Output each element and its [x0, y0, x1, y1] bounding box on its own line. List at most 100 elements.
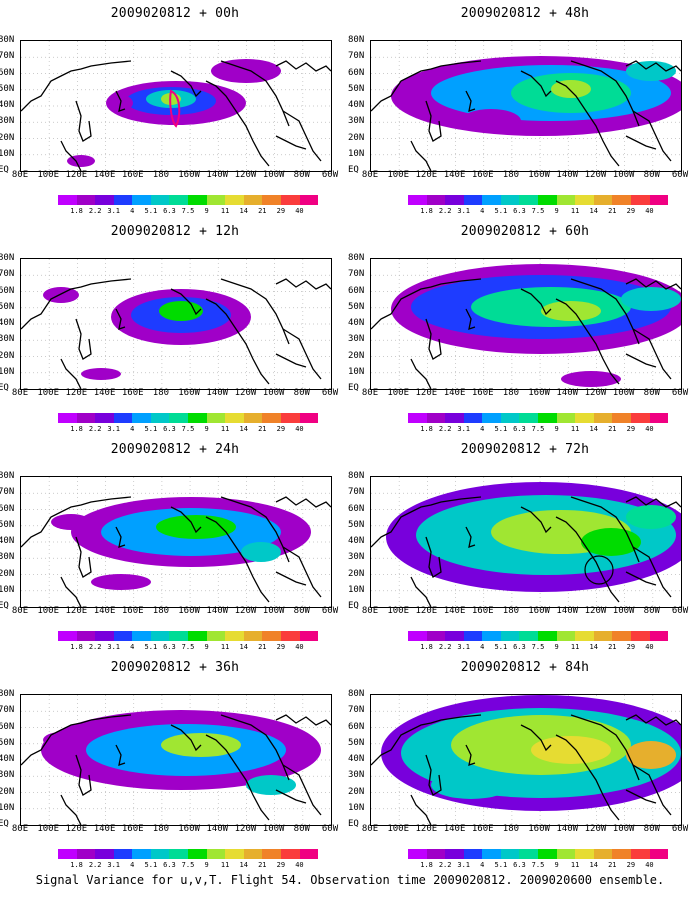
colorbar-swatch — [76, 413, 96, 423]
lon-tick-label: 160W — [178, 170, 200, 180]
lon-tick-label: 80W — [293, 824, 310, 834]
lon-tick-label: 120W — [584, 170, 607, 180]
lat-tick-label: 10N — [0, 148, 15, 159]
lon-tick-label: 80E — [11, 388, 29, 398]
colorbar-label: 5.1 — [144, 861, 158, 869]
colorbar-label: 9 — [204, 861, 209, 869]
lat-tick-label: 80N — [348, 253, 365, 263]
colorbar-label: 29 — [626, 207, 636, 215]
colorbar-swatch — [538, 631, 557, 641]
lon-tick-label: 120W — [234, 606, 257, 616]
colorbar-swatch — [76, 195, 96, 205]
colorbar-label: 14 — [589, 207, 598, 215]
lat-tick-label: 30N — [348, 770, 365, 781]
lon-tick-label: 120E — [65, 606, 88, 616]
colorbar-swatch — [593, 413, 613, 423]
colorbar-swatch — [649, 849, 669, 859]
colorbar-swatch — [150, 849, 170, 859]
colorbar-swatch — [482, 413, 501, 423]
map-panel: 2009020812 + 36h 80N 70N 60N 50N 40N 30N 20N 10N… — [0, 654, 350, 872]
lat-tick-label: 60N — [348, 503, 365, 514]
lon-tick-label: 120E — [65, 388, 88, 398]
lon-tick-label: 100W — [262, 170, 285, 180]
lon-tick-label: 80E — [361, 388, 379, 398]
lat-tick-label: 50N — [348, 519, 365, 530]
colorbar-swatch — [299, 631, 319, 641]
lat-tick-label: 30N — [348, 116, 365, 127]
colorbar-swatch — [538, 195, 557, 205]
colorbar — [58, 413, 319, 423]
colorbar-swatch — [150, 631, 170, 641]
lon-tick-label: 160W — [528, 824, 550, 834]
colorbar-swatch — [463, 413, 483, 423]
colorbar-swatch — [500, 413, 520, 423]
colorbar-label: 1.8 — [420, 861, 433, 869]
colorbar-swatch — [556, 849, 576, 859]
colorbar-swatch — [519, 631, 539, 641]
lon-tick-label: 160E — [121, 606, 144, 616]
colorbar-label: 21 — [608, 861, 617, 869]
colorbar-label: 29 — [276, 207, 286, 215]
colorbar-label: 2.2 — [438, 861, 452, 869]
colorbar-label: 2.2 — [438, 207, 452, 215]
colorbar-swatch — [556, 413, 576, 423]
colorbar-label: 3.1 — [457, 207, 471, 215]
lat-tick-label: 10N — [0, 366, 15, 377]
map-panel: 2009020812 + 72h 80N 70N 60N 50N 40N 30N 20N 10N… — [348, 436, 700, 654]
colorbar-swatch — [243, 631, 263, 641]
colorbar-label: 21 — [258, 425, 267, 433]
lon-tick-label: 120W — [584, 388, 607, 398]
colorbar-label: 2.2 — [88, 425, 102, 433]
colorbar-swatch — [519, 849, 539, 859]
panel-title: 2009020812 + 12h — [110, 224, 240, 239]
colorbar-swatch — [76, 849, 96, 859]
colorbar-swatch — [150, 195, 170, 205]
lon-tick-label: 140E — [93, 388, 116, 398]
colorbar-swatch — [630, 631, 650, 641]
lon-tick-label: 100W — [612, 824, 635, 834]
lon-tick-label: 140E — [93, 606, 116, 616]
lat-tick-label: 50N — [0, 83, 15, 94]
colorbar-label: 4 — [480, 861, 485, 869]
colorbar-label: 7.5 — [531, 207, 545, 215]
colorbar — [408, 195, 669, 205]
lon-tick-label: 140W — [206, 606, 229, 616]
colorbar-label: 11 — [570, 207, 580, 215]
colorbar-swatch — [612, 195, 631, 205]
colorbar-label: 9 — [204, 425, 209, 433]
colorbar-label: 11 — [570, 861, 580, 869]
lat-tick-label: 30N — [0, 770, 15, 781]
colorbar-swatch — [188, 195, 207, 205]
colorbar-label: 7.5 — [531, 643, 545, 651]
colorbar — [58, 195, 319, 205]
lon-tick-label: 180 — [502, 606, 520, 616]
colorbar-label: 3.1 — [457, 861, 471, 869]
colorbar-swatch — [500, 195, 520, 205]
lat-tick-label: 20N — [348, 350, 365, 361]
colorbar-swatch — [169, 849, 189, 859]
colorbar-label: 29 — [626, 425, 636, 433]
lon-tick-label: 100E — [37, 388, 60, 398]
colorbar-label: 14 — [239, 425, 248, 433]
lon-tick-label: 140W — [206, 170, 229, 180]
colorbar-label: 2.2 — [438, 643, 452, 651]
lon-tick-label: 100E — [37, 170, 60, 180]
lon-tick-label: 120W — [234, 170, 257, 180]
lon-tick-label: 180 — [152, 824, 170, 834]
lon-tick-label: 120W — [234, 388, 257, 398]
lon-tick-label: 80W — [293, 388, 310, 398]
colorbar-swatch — [225, 195, 244, 205]
panel-title: 2009020812 + 60h — [460, 224, 590, 239]
lat-tick-label: 60N — [0, 67, 15, 78]
colorbar-label: 4 — [130, 861, 135, 869]
colorbar-swatch — [408, 413, 427, 423]
colorbar-label: 9 — [554, 861, 559, 869]
colorbar-swatch — [500, 849, 520, 859]
lat-tick-label: 30N — [0, 552, 15, 563]
colorbar-swatch — [206, 631, 226, 641]
colorbar-swatch — [408, 849, 427, 859]
lon-tick-label: 60W — [321, 170, 339, 180]
lat-tick-label: 80N — [348, 35, 365, 45]
colorbar-label: 3.1 — [107, 207, 121, 215]
colorbar-label: 3.1 — [107, 643, 121, 651]
